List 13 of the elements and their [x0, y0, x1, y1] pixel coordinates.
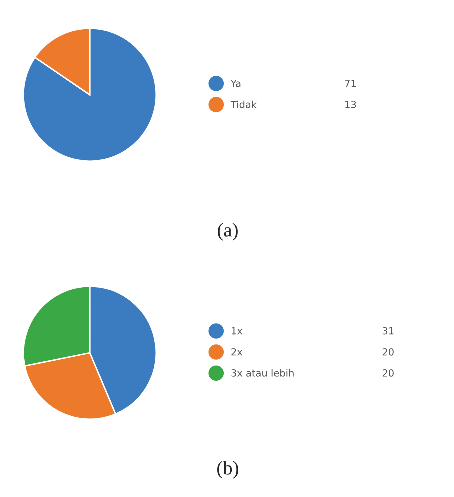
- legend-label: 3x atau lebih: [232, 369, 294, 377]
- data-label: 20: [382, 348, 394, 356]
- legend-label: Ya: [230, 80, 241, 88]
- text: (b): [218, 461, 238, 479]
- text: (a): [218, 223, 238, 241]
- data-label: 20: [382, 370, 394, 377]
- legend-label: Tidak: [230, 100, 258, 108]
- data-label: 13: [346, 101, 356, 108]
- data-label: 71: [345, 80, 356, 88]
- legend-label: 1x: [232, 328, 243, 335]
- legend-label: 2x: [232, 348, 243, 356]
- data-label: 31: [382, 327, 394, 335]
- pie-slice: [22, 28, 158, 162]
